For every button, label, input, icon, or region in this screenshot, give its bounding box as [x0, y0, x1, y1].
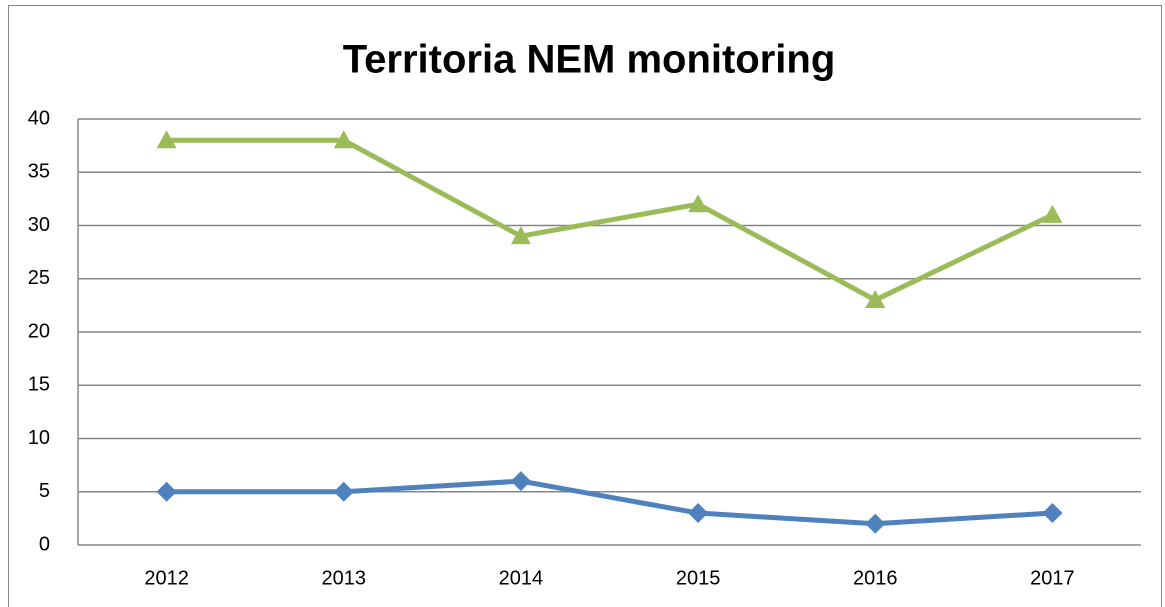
x-tick-label: 2016 [853, 567, 898, 589]
data-point [1042, 204, 1063, 223]
x-tick-label: 2014 [499, 567, 544, 589]
x-tick-label: 2017 [1030, 567, 1075, 589]
chart-frame [8, 5, 1162, 607]
chart-title: Territoria NEM monitoring [343, 38, 836, 82]
data-point [333, 130, 354, 149]
y-tick-label: 25 [28, 267, 50, 289]
data-point [333, 481, 354, 502]
y-tick-label: 15 [28, 374, 50, 396]
y-tick-label: 20 [28, 320, 50, 342]
data-point [510, 226, 531, 245]
y-tick-label: 40 [28, 107, 50, 129]
x-tick-label: 2013 [322, 567, 367, 589]
series-line [166, 478, 1053, 527]
data-point [1042, 503, 1063, 524]
y-tick-label: 35 [28, 161, 50, 183]
data-point [156, 130, 177, 149]
data-point [865, 513, 886, 534]
y-tick-label: 0 [39, 533, 50, 555]
data-point [688, 194, 709, 213]
data-point [865, 290, 886, 309]
data-point [510, 471, 531, 492]
y-tick-label: 10 [28, 427, 50, 449]
data-point [156, 481, 177, 502]
data-point [688, 503, 709, 524]
y-tick-label: 30 [28, 214, 50, 236]
x-tick-label: 2012 [144, 567, 189, 589]
x-tick-label: 2015 [676, 567, 721, 589]
y-tick-label: 5 [39, 480, 50, 502]
series-line [166, 137, 1054, 303]
